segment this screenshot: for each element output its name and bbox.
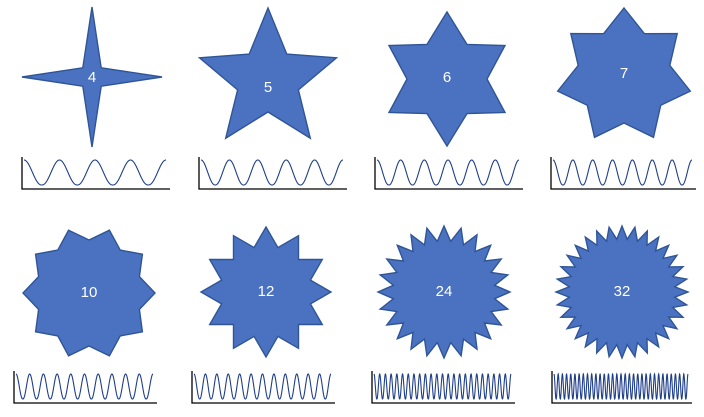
star-label: 5 [264,79,272,96]
signature-plot-axes [13,371,157,404]
star-figure: 32 [551,224,692,404]
signature-plot-axes [374,157,523,190]
star-shape [387,10,507,148]
signature-plot-line [553,372,689,401]
signature-plot-axes [551,371,692,404]
star-figure: 6 [374,10,523,190]
star-label: 7 [620,65,628,82]
star-figure: 10 [13,229,157,404]
signature-plot-axes [198,157,347,190]
star-label: 24 [436,283,453,300]
star-shape [554,224,690,360]
star-figure: 12 [191,225,335,404]
signature-plot-axes [21,157,170,190]
star-label: 12 [258,283,275,300]
signature-plot-line [15,373,154,400]
signature-plot-line [376,159,520,186]
signature-plot-line [373,372,512,400]
star-label: 6 [443,69,451,86]
star-shape [199,225,333,359]
star-shape [556,6,692,139]
signature-plot-line [552,159,693,186]
star-figure: 5 [197,6,347,190]
star-shape [376,224,512,360]
star-label: 10 [81,284,98,301]
star-label: 4 [88,69,96,86]
star-figure: 7 [550,6,696,190]
star-label: 32 [614,283,631,300]
star-figure: 4 [21,6,170,190]
signature-plot-axes [550,157,696,190]
star-shape [22,229,156,357]
signature-plot-line [193,373,332,400]
signature-plot-line [23,159,167,186]
star-shape [197,6,339,140]
star-figure: 24 [371,224,515,404]
star-shape [21,6,163,148]
signature-plot-line [200,159,344,186]
signature-plot-axes [371,371,515,404]
signature-plot-axes [191,371,335,404]
